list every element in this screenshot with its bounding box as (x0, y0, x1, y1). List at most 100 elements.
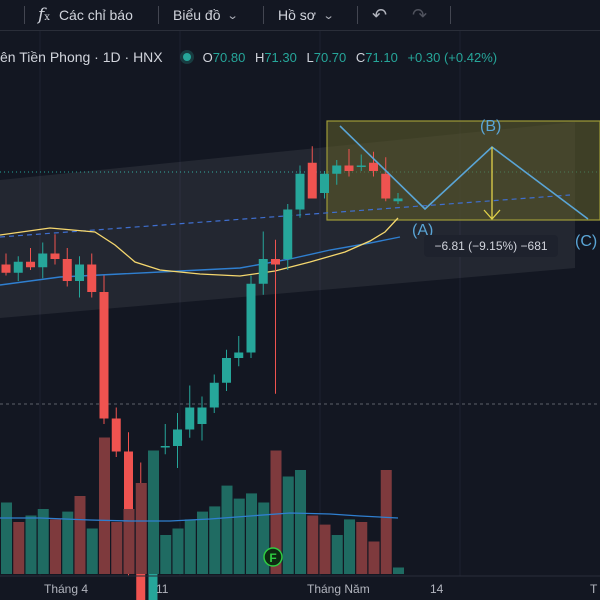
candle-body (393, 198, 403, 202)
financials-marker-icon: F (263, 547, 283, 567)
volume-bar (148, 450, 159, 574)
volume-bar (221, 485, 233, 574)
candle (246, 275, 256, 358)
candle-body (320, 173, 329, 193)
indicators-button[interactable]: fx Các chỉ báo (38, 0, 133, 30)
candle (344, 149, 354, 177)
x-axis-label: 14 (430, 582, 444, 596)
candle-body (111, 418, 121, 452)
volume-bar (368, 541, 380, 574)
candle-body (173, 429, 182, 446)
chevron-down-icon: ⌄ (227, 9, 240, 22)
candle-body (50, 253, 60, 259)
undo-icon: ↶ (372, 4, 388, 25)
x-axis-label: Tháng 4 (44, 582, 89, 596)
volume-bar (331, 535, 343, 574)
candle (271, 239, 280, 394)
candle-body (234, 352, 244, 358)
candle (258, 231, 268, 295)
ohlc-values: O70.80 H71.30 L70.70 C71.10 +0.30 (+0.42… (203, 50, 503, 65)
x-axis-label: T (590, 582, 598, 596)
candle (185, 385, 195, 438)
redo-icon: ↷ (412, 4, 428, 25)
pattern-box (326, 120, 600, 221)
volume-bar (319, 524, 331, 574)
measure-badge: −6.81 (−9.15%) −681 (424, 235, 558, 257)
chart-type-button[interactable]: Biểu đồ ⌄ (173, 0, 240, 30)
candle-body (75, 264, 84, 281)
candle (160, 424, 170, 455)
volume-bar (160, 535, 172, 574)
candle-body (124, 451, 133, 534)
toolbar-separator (357, 6, 358, 24)
undo-button[interactable]: ↶ (372, 0, 387, 30)
candle (13, 256, 23, 281)
candle (320, 171, 329, 199)
volume-bar (270, 450, 282, 574)
redo-button[interactable]: ↷ (412, 0, 427, 30)
close-value: 71.10 (365, 49, 398, 65)
volume-bar (135, 483, 147, 574)
candle (332, 160, 342, 185)
candle-body (26, 261, 35, 268)
symbol-title[interactable]: ên Tiền Phong · 1D · HNX (0, 49, 163, 65)
candle-body (185, 407, 195, 430)
measure-arrow-icon (483, 209, 501, 220)
volume-bar (380, 470, 392, 574)
candle (222, 349, 231, 391)
candle-body (258, 259, 268, 284)
volume-bar (37, 509, 49, 574)
toolbar-separator (158, 6, 159, 24)
toolbar-separator (263, 6, 264, 24)
volume-bar (123, 509, 135, 574)
volume-bar (111, 522, 123, 574)
volume-bar (74, 496, 86, 574)
candle-body (222, 358, 231, 383)
indicators-label: Các chỉ báo (58, 7, 133, 23)
symbol-legend: ên Tiền Phong · 1D · HNX O70.80 H71.30 L… (0, 46, 503, 68)
volume-bar (86, 528, 98, 574)
candle-body (283, 209, 293, 259)
volume-bar (1, 502, 12, 574)
candle (111, 407, 121, 457)
candle (38, 242, 48, 279)
candle-body (197, 407, 207, 424)
pattern-label-b: (B) (480, 118, 501, 135)
moving-average-short (0, 217, 399, 277)
candle-body (13, 261, 23, 273)
volume-bar (246, 493, 257, 574)
volume-bar (172, 528, 184, 574)
candle-body (209, 382, 219, 408)
volume-bar (258, 502, 270, 574)
candle (209, 374, 219, 413)
candle (369, 151, 378, 177)
volume-bar (197, 511, 208, 574)
candle (356, 154, 366, 171)
volume-bar (50, 519, 61, 574)
toolbar-separator (24, 6, 25, 24)
profile-button[interactable]: Hồ sơ ⌄ (278, 0, 335, 30)
market-status-dot-icon (182, 53, 191, 61)
candle-body (62, 259, 72, 281)
volume-bar (233, 498, 245, 574)
financials-marker-circle (263, 547, 283, 567)
open-key: O (202, 49, 213, 65)
close-key: C (355, 49, 366, 65)
volume-bar (344, 519, 355, 574)
high-key: H (254, 49, 265, 65)
candle-body (99, 292, 109, 419)
pattern-label-a: (A) (412, 222, 433, 239)
volume-bar (209, 506, 221, 574)
candle (75, 256, 84, 298)
volume-bar (62, 511, 74, 574)
candle (393, 193, 403, 204)
candle (50, 234, 60, 265)
function-fx-icon: fx (38, 5, 50, 25)
volume-bar (25, 515, 37, 574)
volume-bar (184, 519, 196, 574)
candle-body (87, 264, 97, 292)
pattern-label-c: (C) (575, 233, 597, 250)
candle-body (356, 165, 366, 167)
abc-pattern-line (339, 125, 589, 220)
